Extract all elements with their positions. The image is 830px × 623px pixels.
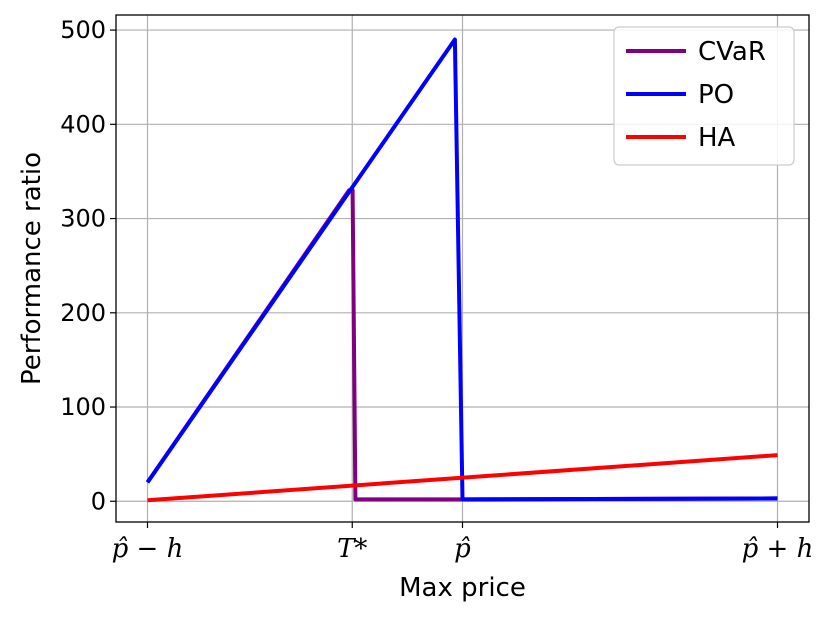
y-tick-label: 200: [60, 299, 106, 327]
legend-label-po: PO: [698, 80, 734, 110]
x-tick-label: p̂ + h: [742, 534, 814, 564]
grid: [116, 15, 809, 522]
x-axis-label: Max price: [399, 573, 526, 603]
y-tick-label: 300: [60, 205, 106, 233]
y-tick-label: 400: [60, 110, 106, 138]
ticks: 0 100 200 300 400 500 p̂ − h T* p̂ p̂ + h: [60, 16, 813, 564]
legend-label-cvar: CVaR: [698, 37, 766, 67]
legend-label-ha: HA: [698, 123, 736, 153]
y-tick-label: 100: [60, 393, 106, 421]
x-tick-label: T*: [337, 534, 367, 564]
series-layer: [145, 37, 778, 503]
series-line-ha: [147, 453, 778, 503]
y-axis-label: Performance ratio: [17, 152, 47, 385]
series-line-po: [145, 37, 778, 502]
x-tick-label: p̂ − h: [112, 534, 184, 564]
x-tick-label: p̂: [454, 534, 471, 564]
y-tick-label: 500: [60, 16, 106, 44]
legend-box: [613, 26, 795, 166]
y-tick-label: 0: [91, 487, 106, 515]
legend: CVaR PO HA: [613, 26, 795, 166]
